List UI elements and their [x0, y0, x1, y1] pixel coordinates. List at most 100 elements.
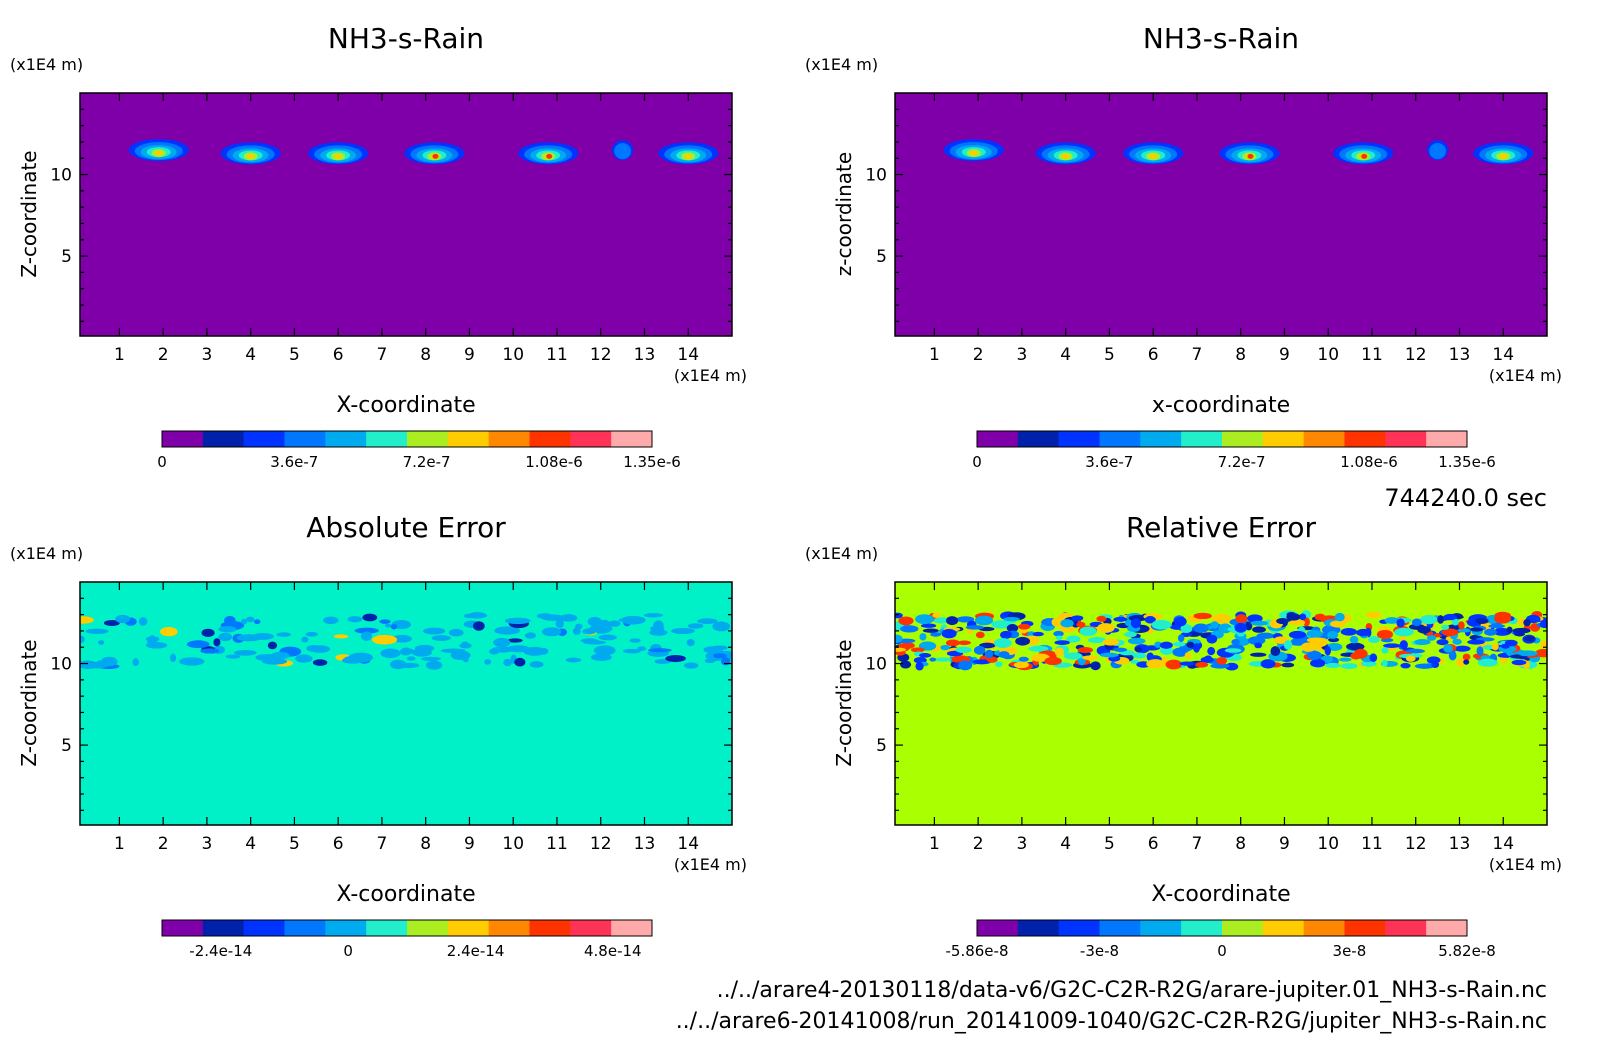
noise-cell	[1310, 659, 1326, 668]
x-tick-label: 10	[502, 834, 524, 854]
noise-cell	[1245, 621, 1253, 631]
x-tick-label: 6	[1148, 834, 1159, 854]
noise-cell	[1055, 635, 1063, 640]
noise-cell	[922, 628, 939, 633]
noise-cell	[590, 653, 612, 662]
noise-cell	[1231, 639, 1240, 646]
noise-cell	[653, 620, 664, 630]
noise-cell	[1523, 618, 1531, 627]
colorbar-label: 3.6e-7	[270, 453, 318, 471]
panel-title: NH3-s-Rain	[328, 22, 484, 55]
noise-cell	[1281, 662, 1295, 668]
colorbar-segment	[1181, 431, 1223, 447]
plot-frame	[894, 581, 1548, 826]
panel-bottom-right: Relative Error (x1E4 m) 1 2 3 4 5 6 7 8 9 10 11 12 1…	[805, 511, 1562, 960]
noise-cell	[1134, 646, 1142, 653]
colorbar-frame	[161, 430, 653, 448]
x-tick-label: 4	[245, 345, 256, 365]
noise-cell	[529, 661, 544, 668]
noise-cell	[1411, 618, 1422, 627]
noise-cell	[1512, 627, 1531, 634]
noise-cell	[1327, 631, 1339, 639]
noise-cell	[1491, 643, 1499, 651]
x-tick-label: 9	[1279, 834, 1290, 854]
noise-cell	[344, 655, 369, 662]
colorbar-segment	[611, 431, 653, 447]
x-tick-label: 9	[464, 345, 475, 365]
noise-cell	[1028, 645, 1049, 652]
x-tick-label: 8	[420, 834, 431, 854]
noise-cell	[459, 642, 472, 649]
noise-cell	[965, 625, 984, 630]
noise-cell	[559, 614, 578, 622]
noise-cell	[504, 617, 531, 625]
x-tick-label: 14	[1492, 345, 1514, 365]
noise-cell	[900, 660, 912, 669]
y-axis-label: z-coordinate	[832, 152, 856, 276]
noise-cell	[1144, 616, 1156, 624]
colorbar-segment	[488, 920, 530, 936]
noise-cell	[1426, 635, 1437, 641]
noise-cell	[1180, 624, 1193, 634]
noise-cell	[1540, 640, 1547, 649]
x-tick-label: 2	[973, 834, 984, 854]
y-tick-label: 10	[865, 655, 887, 675]
x-tick-label: 9	[1279, 345, 1290, 365]
noise-cell	[97, 640, 105, 645]
noise-cell	[1286, 611, 1297, 618]
noise-cell	[494, 626, 521, 635]
noise-cell	[1200, 656, 1214, 663]
noise-cell	[200, 648, 220, 654]
noise-cell	[975, 631, 985, 639]
noise-cell	[637, 646, 647, 651]
noise-cell	[347, 616, 363, 623]
noise-cell	[686, 639, 695, 647]
noise-cell	[1406, 648, 1425, 654]
noise-cell	[236, 634, 262, 642]
y-unit-label: (x1E4 m)	[10, 55, 83, 74]
colorbar-label: 7.2e-7	[1218, 453, 1266, 471]
noise-cell	[1254, 642, 1263, 649]
noise-cell	[514, 657, 526, 667]
noise-cell	[1488, 624, 1506, 629]
x-tick-label: 2	[158, 345, 169, 365]
noise-cell	[536, 613, 553, 619]
noise-cell	[213, 638, 221, 647]
colorbar-segment	[366, 920, 408, 936]
noise-cell	[132, 658, 139, 667]
noise-cell	[932, 612, 941, 618]
noise-cell	[993, 638, 1012, 648]
noise-cell	[1193, 623, 1209, 634]
noise-cell	[1338, 657, 1352, 662]
noise-cell	[448, 628, 464, 637]
colorbar-label: 1.35e-6	[1438, 453, 1496, 471]
colorbar-segment	[570, 920, 612, 936]
noise-cell	[1173, 616, 1187, 627]
noise-cell	[96, 660, 109, 665]
x-tick-label: 5	[289, 345, 300, 365]
noise-cell	[1233, 653, 1241, 659]
x-tick-label: 4	[1060, 834, 1071, 854]
noise-cell	[1270, 646, 1281, 657]
panel-bottom-left: Absolute Error (x1E4 m) 1 2 3 4 5 6 7 8 9 10 11 12 1…	[10, 511, 747, 960]
noise-cell	[1299, 613, 1307, 621]
y-axis-label: Z-coordinate	[832, 639, 856, 766]
noise-cell	[1436, 639, 1449, 646]
noise-cell	[945, 639, 960, 647]
x-tick-label: 3	[201, 345, 212, 365]
noise-cell	[1396, 618, 1405, 628]
noise-cell	[684, 662, 699, 669]
colorbar-segment	[162, 920, 204, 936]
noise-cell	[1130, 618, 1141, 629]
noise-cell	[687, 623, 704, 629]
noise-cell	[148, 635, 156, 643]
noise-cell	[401, 647, 411, 654]
colorbar-segment	[1262, 920, 1305, 936]
noise-cell	[593, 645, 616, 656]
noise-cell	[1356, 628, 1371, 637]
noise-cell	[919, 633, 927, 641]
panel-title: Relative Error	[1126, 511, 1317, 544]
file-path-line-2: ../../arare6-20141008/run_20141009-1040/…	[676, 1009, 1547, 1034]
noise-cell	[1405, 655, 1416, 662]
